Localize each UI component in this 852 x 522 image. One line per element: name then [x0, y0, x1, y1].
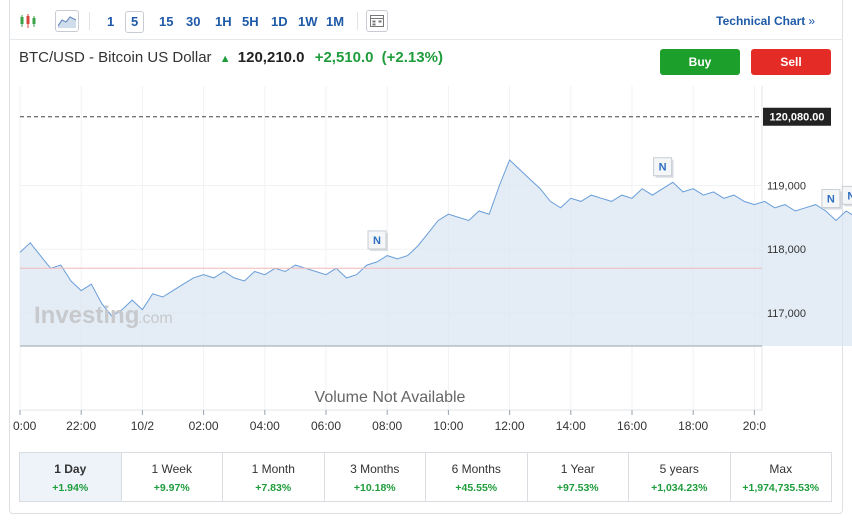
news-marker-label: N	[847, 190, 852, 202]
period-label: 1 Day	[54, 462, 87, 476]
timeframe-5h[interactable]: 5H	[242, 14, 259, 29]
y-tick-label: 119,000	[767, 181, 806, 193]
period-6-months[interactable]: 6 Months +45.55%	[426, 453, 528, 501]
period-1-week[interactable]: 1 Week +9.97%	[122, 453, 223, 501]
price-change-percent: (+2.13%)	[381, 49, 443, 66]
x-tick-label: 16:00	[617, 419, 647, 433]
x-tick-label: 10:00	[433, 419, 463, 433]
period-label: Max	[769, 462, 793, 476]
timeframe-1[interactable]: 1	[107, 14, 115, 29]
y-tick-label: 117,000	[767, 308, 806, 320]
timeframe-5[interactable]: 5	[125, 11, 145, 33]
last-price: 120,210.0	[237, 49, 305, 66]
instrument-header: BTC/USD - Bitcoin US Dollar ▲ 120,210.0 …	[19, 49, 443, 66]
price-chart[interactable]: Investing .com NNNNNNN 119,000118,000117…	[0, 0, 852, 440]
timeframe-1d[interactable]: 1D	[271, 14, 288, 29]
x-tick-label: 14:00	[556, 419, 586, 433]
x-tick-label: 20:0	[743, 419, 767, 433]
news-marker-label: N	[373, 235, 381, 247]
timeframe-1m[interactable]: 1M	[326, 14, 345, 29]
period-label: 5 years	[659, 462, 699, 476]
instrument-name: BTC/USD - Bitcoin US Dollar	[19, 49, 212, 66]
up-arrow-icon: ▲	[219, 53, 231, 65]
buy-button[interactable]: Buy	[660, 49, 740, 75]
period-label: 6 Months	[451, 462, 501, 476]
news-marker-label: N	[827, 194, 835, 206]
period-change: +1.94%	[52, 482, 89, 494]
period-change: +7.83%	[255, 482, 292, 494]
investing-watermark: Investing .com	[34, 302, 173, 329]
period-1-year[interactable]: 1 Year +97.53%	[528, 453, 629, 501]
news-marker[interactable]: N	[841, 185, 852, 207]
performance-periods: 1 Day +1.94% 1 Week +9.97% 1 Month +7.83% 3 Mo…	[19, 452, 832, 502]
period-label: 1 Year	[560, 462, 595, 476]
news-marker-label: N	[659, 162, 667, 174]
x-tick-label: 12:00	[495, 419, 525, 433]
period-5-years[interactable]: 5 years +1,034.23%	[629, 453, 731, 501]
period-1-month[interactable]: 1 Month +7.83%	[223, 453, 325, 501]
last-price-label: 120,080.00	[769, 112, 824, 124]
news-marker[interactable]: N	[653, 157, 674, 178]
period-3-months[interactable]: 3 Months +10.18%	[325, 453, 426, 501]
volume-unavailable-label: Volume Not Available	[315, 389, 466, 406]
period-change: +9.97%	[153, 482, 190, 494]
x-tick-label: 02:00	[189, 419, 219, 433]
x-tick-label: 06:00	[311, 419, 341, 433]
technical-chart-link[interactable]: Technical Chart»	[716, 14, 815, 28]
period-change: +10.18%	[353, 482, 396, 494]
sell-button[interactable]: Sell	[751, 49, 831, 75]
toolbar-divider	[357, 12, 358, 30]
chevron-right-icon: »	[808, 14, 815, 28]
period-max[interactable]: Max +1,974,735.53%	[731, 453, 832, 501]
period-change: +1,974,735.53%	[742, 482, 820, 494]
technical-chart-label: Technical Chart	[716, 14, 806, 28]
watermark-text: Investing	[34, 302, 139, 329]
period-change: +1,034.23%	[651, 482, 708, 494]
price-area	[20, 160, 852, 346]
news-marker[interactable]: N	[367, 230, 388, 251]
x-tick-label: 08:00	[372, 419, 402, 433]
period-label: 1 Month	[251, 462, 295, 476]
x-tick-label: 18:00	[678, 419, 708, 433]
price-line	[19, 159, 852, 317]
candlestick-icon[interactable]	[17, 10, 39, 32]
period-change: +45.55%	[455, 482, 498, 494]
timeframe-15[interactable]: 15	[159, 14, 174, 29]
news-marker[interactable]: N	[821, 189, 842, 210]
calendar-grid-icon[interactable]	[366, 10, 388, 32]
period-label: 1 Week	[151, 462, 192, 476]
period-change: +97.53%	[556, 482, 599, 494]
timeframe-30[interactable]: 30	[186, 14, 201, 29]
x-tick-label: 22:00	[66, 419, 96, 433]
period-label: 3 Months	[350, 462, 400, 476]
watermark-suffix: .com	[138, 310, 173, 327]
toolbar-divider	[89, 12, 90, 30]
area-chart-icon[interactable]	[55, 10, 79, 32]
last-price-badge	[763, 107, 831, 126]
price-change: +2,510.0	[314, 49, 374, 66]
x-tick-label: 0:00	[13, 419, 37, 433]
y-tick-label: 118,000	[767, 244, 806, 256]
timeframe-1w[interactable]: 1W	[298, 14, 318, 29]
x-tick-label: 04:00	[250, 419, 280, 433]
chart-toolbar	[9, 0, 843, 40]
timeframe-1h[interactable]: 1H	[215, 14, 232, 29]
x-tick-label: 10/2	[131, 419, 155, 433]
period-1-day[interactable]: 1 Day +1.94%	[20, 453, 122, 501]
